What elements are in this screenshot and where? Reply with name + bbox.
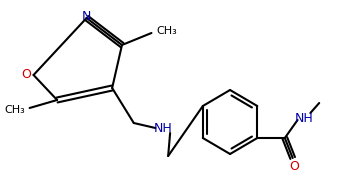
Text: NH: NH (154, 122, 172, 135)
Text: N: N (82, 10, 91, 23)
Text: CH₃: CH₃ (156, 26, 177, 36)
Text: O: O (22, 68, 32, 81)
Text: CH₃: CH₃ (4, 105, 25, 115)
Text: O: O (290, 160, 299, 173)
Text: NH: NH (295, 111, 314, 124)
